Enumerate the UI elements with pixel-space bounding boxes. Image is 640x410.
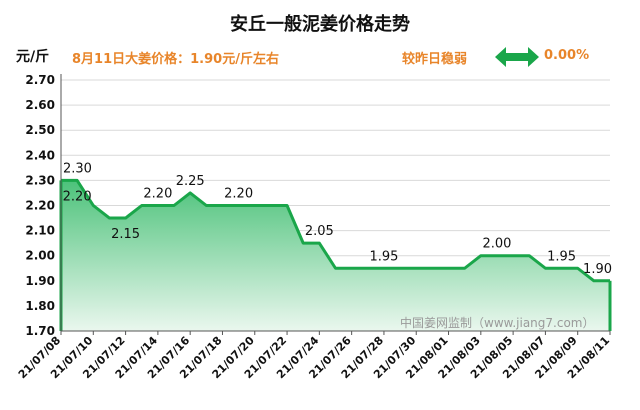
trend-change: 0.00% [544,48,590,63]
y-tick-label: 2.40 [25,148,55,162]
y-tick-label: 1.70 [25,324,55,338]
data-label: 2.05 [305,224,334,239]
y-tick-label: 2.30 [25,173,55,187]
y-tick-label: 2.50 [25,123,55,137]
trend-label: 较昨日稳弱 [402,52,468,67]
y-tick-label: 2.10 [25,224,55,238]
series-line [61,178,610,283]
data-label: 2.25 [176,174,205,189]
data-label: 2.20 [63,189,92,204]
price-note: 8月11日大姜价格：1.90元/斤左右 [72,52,279,67]
data-label: 2.30 [63,161,92,176]
data-label: 2.20 [143,187,172,202]
y-tick-label: 2.60 [25,98,55,112]
data-label: 2.20 [224,187,253,202]
y-tick-label: 2.20 [25,199,55,213]
data-label: 1.90 [583,262,612,277]
data-label: 1.95 [547,249,576,264]
chart-title: 安丘一般泥姜价格走势 [230,14,410,35]
data-label: 2.00 [482,237,511,252]
y-tick-label: 1.80 [25,299,55,313]
y-axis-unit: 元/斤 [16,49,50,65]
watermark: 中国姜网监制（www.jiang7.com） [400,315,594,330]
data-label: 2.15 [111,227,140,242]
y-tick-label: 2.00 [25,249,55,263]
series-area [61,180,610,331]
y-tick-label: 1.90 [25,274,55,288]
double-arrow-icon [495,47,539,67]
y-tick-label: 2.70 [25,73,55,87]
data-label: 1.95 [369,249,398,264]
